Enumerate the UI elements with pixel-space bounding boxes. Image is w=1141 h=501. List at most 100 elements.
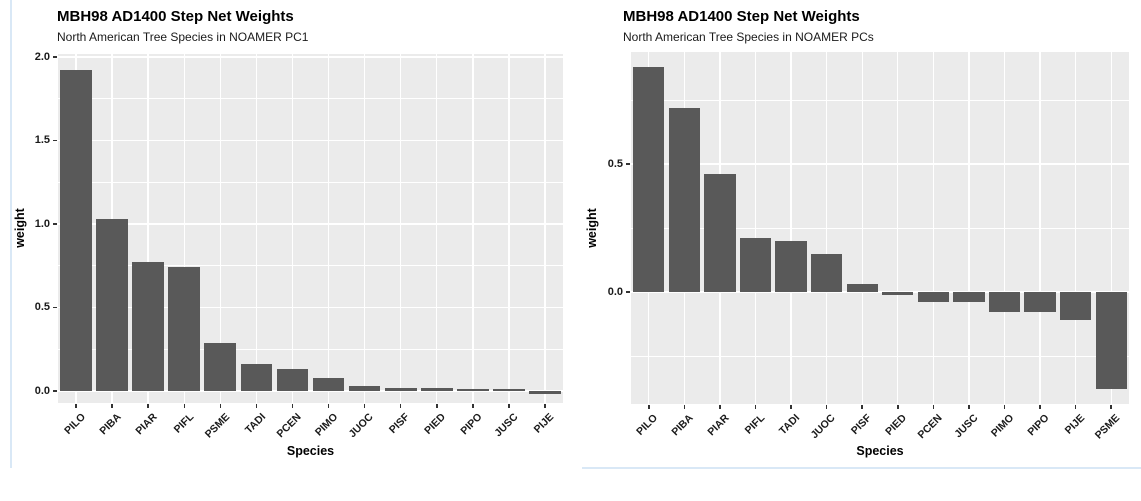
gridline-x [754, 52, 757, 404]
x-tick-mark [544, 403, 546, 408]
gridline-y-major [58, 390, 563, 392]
x-tick-label-text: JUSC [952, 412, 981, 441]
bar-pipo [1024, 292, 1056, 313]
x-tick-label-text: PSME [1093, 412, 1123, 442]
x-tick-label-text: JUSC [492, 411, 521, 440]
gridline-y-major [631, 163, 1129, 165]
gridline-x [255, 54, 258, 403]
bar-jusc [493, 389, 525, 391]
x-tick-mark [790, 404, 792, 409]
gridline-x [508, 54, 510, 403]
x-tick-label-text: TADI [242, 411, 268, 437]
gridline-y-major [58, 56, 563, 58]
gridline-x [399, 54, 402, 403]
x-tick-label-text: PIBA [669, 412, 696, 439]
x-tick-mark [472, 403, 474, 408]
gridline-x [790, 52, 792, 404]
gridline-y-minor [58, 265, 563, 267]
gridline-y-major [58, 139, 563, 142]
x-tick-mark [399, 403, 402, 408]
gridline-x [219, 54, 221, 403]
x-tick-label-text: TADI [777, 412, 803, 438]
x-tick-mark [719, 404, 721, 409]
x-axis-title: Species [856, 444, 904, 458]
bar-pisf [384, 387, 417, 391]
x-tick-label-text: JUOC [809, 412, 839, 442]
bar-pied [882, 292, 914, 295]
chart-subtitle: North American Tree Species in NOAMER PC… [623, 30, 874, 44]
x-tick-label-text: PIJE [531, 411, 557, 436]
x-tick-mark [327, 403, 330, 408]
x-tick-mark [754, 404, 757, 409]
gridline-x [968, 52, 970, 404]
y-tick-label: 0.0 [607, 286, 623, 298]
x-tick-label-text: PILO [634, 412, 661, 438]
bar-pilo [633, 66, 665, 292]
gridline-x [291, 54, 294, 403]
x-tick-mark [436, 403, 438, 408]
x-tick-label-text: PIMO [312, 411, 341, 439]
y-tick-mark [53, 390, 57, 392]
x-tick-mark [183, 403, 185, 408]
x-tick-label-text: PIFL [171, 411, 196, 436]
y-tick-mark [53, 306, 57, 309]
x-tick-mark [75, 403, 77, 408]
x-tick-label-text: JUOC [346, 411, 377, 441]
bar-tadi [240, 364, 273, 391]
chart-subtitle: North American Tree Species in NOAMER PC… [57, 30, 309, 44]
gridline-x [472, 54, 474, 403]
x-tick-label-text: PSME [202, 411, 232, 441]
gridline-x [825, 52, 828, 404]
chart-panel [631, 52, 1129, 404]
x-tick-label-text: PIMO [988, 412, 1016, 440]
gridline-y-minor [631, 227, 1129, 229]
gridline-x [932, 52, 935, 404]
bar-pisf [846, 284, 878, 292]
gridline-y-minor [58, 348, 563, 350]
x-tick-mark [861, 404, 863, 409]
bar-pipo [456, 389, 489, 391]
y-tick-mark [626, 291, 630, 293]
y-tick-mark [53, 139, 57, 142]
gridline-x [1110, 52, 1112, 404]
gridline-x [147, 54, 149, 403]
x-tick-mark [219, 403, 222, 408]
chart-title: MBH98 AD1400 Step Net Weights [623, 8, 860, 25]
bar-pilo [60, 70, 92, 391]
x-tick-mark [363, 403, 366, 408]
x-tick-mark [147, 403, 149, 408]
x-tick-label-text: PIJE [1062, 412, 1088, 437]
gridline-y-major [58, 306, 563, 309]
bar-piar [132, 262, 165, 391]
y-tick-label: 0.0 [34, 384, 50, 397]
y-tick-mark [53, 223, 57, 225]
bar-pimo [312, 377, 345, 391]
x-tick-mark [1074, 404, 1077, 409]
x-tick-label-text: PIAR [133, 411, 160, 438]
x-tick-mark [897, 404, 899, 409]
x-tick-label-text: PIPO [1025, 412, 1052, 439]
y-tick-mark [626, 163, 630, 165]
bar-pcen [917, 292, 949, 303]
y-tick-label: 0.5 [34, 301, 50, 314]
x-tick-mark [648, 404, 650, 409]
x-tick-mark [291, 403, 294, 408]
bar-piba [96, 218, 128, 391]
bar-pimo [988, 292, 1021, 313]
gridline-x [436, 54, 438, 403]
bar-tadi [775, 240, 807, 292]
x-tick-mark [683, 404, 686, 409]
x-tick-mark [825, 404, 828, 409]
gridline-y-major [631, 291, 1129, 293]
x-tick-label-text: PIBA [97, 411, 124, 438]
gridline-x [544, 54, 546, 403]
bar-pifl [168, 267, 201, 391]
gridline-x [1074, 52, 1077, 404]
bar-juoc [348, 385, 381, 391]
x-tick-label-text: PIPO [458, 411, 485, 438]
y-tick-label: 2.0 [34, 51, 50, 63]
bar-jusc [953, 292, 985, 303]
bar-pije [529, 390, 561, 395]
gridline-x [183, 54, 185, 403]
x-tick-mark [1110, 404, 1112, 409]
